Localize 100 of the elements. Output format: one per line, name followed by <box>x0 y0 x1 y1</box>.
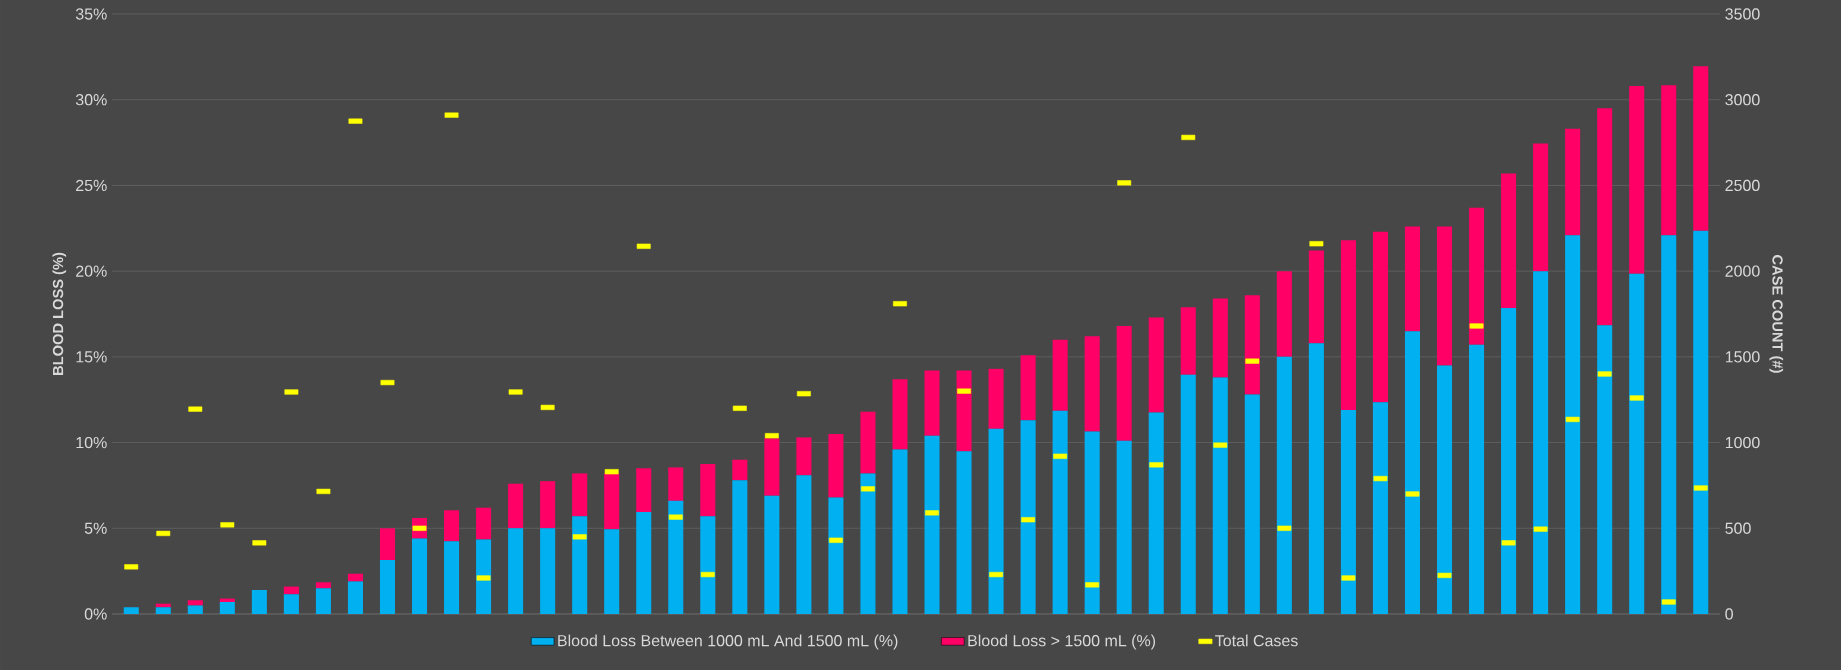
bar <box>636 468 652 512</box>
bar <box>1629 273 1645 614</box>
bar <box>1565 235 1581 614</box>
bar <box>1597 108 1613 326</box>
bar <box>1693 66 1709 231</box>
bar <box>1052 339 1068 411</box>
bar <box>1212 298 1228 378</box>
bar <box>892 449 908 614</box>
bar <box>1116 325 1132 441</box>
bar <box>1020 420 1036 614</box>
bar <box>283 594 299 614</box>
bar <box>860 411 876 474</box>
bar <box>187 605 203 614</box>
y2-tick-label: 2500 <box>1725 179 1760 192</box>
bar <box>796 437 812 476</box>
bar <box>732 480 748 614</box>
bar <box>1533 143 1549 272</box>
bar <box>1469 344 1485 614</box>
bar <box>187 600 203 606</box>
bar <box>219 601 235 614</box>
bar <box>1180 307 1196 375</box>
y-tick-label: 30% <box>75 94 107 106</box>
bar <box>1693 230 1709 614</box>
bar <box>1404 331 1421 614</box>
y-tick-label: 0% <box>84 608 107 620</box>
bar <box>476 539 492 614</box>
y2-tick-label: 3500 <box>1725 8 1760 20</box>
bar <box>1436 365 1453 614</box>
y2-tick-label: 0 <box>1725 608 1733 620</box>
bar <box>1372 231 1388 403</box>
bar <box>572 516 588 614</box>
bar <box>1052 410 1068 614</box>
bar <box>444 510 460 542</box>
bar <box>1148 412 1164 614</box>
y-tick-label: 20% <box>76 265 107 277</box>
y-tick-label: 25% <box>76 179 107 192</box>
y-tick-label: 35% <box>75 8 107 20</box>
bar <box>1629 86 1645 274</box>
bar <box>700 463 716 517</box>
bar <box>1212 377 1228 614</box>
bar <box>540 481 556 529</box>
y2-axis-title: CASE COUNT (#) <box>1769 255 1784 373</box>
bar <box>764 438 780 496</box>
bar <box>1597 325 1613 614</box>
bar <box>1180 374 1196 614</box>
y-tick-label: 15% <box>76 351 107 363</box>
bar <box>956 451 972 614</box>
bar <box>476 507 492 540</box>
y2-tick-label: 500 <box>1725 522 1751 534</box>
bar <box>796 475 812 614</box>
legend-label: Blood Loss > 1500 mL (%) <box>968 634 1156 650</box>
bar <box>636 511 652 614</box>
bar <box>828 497 844 614</box>
bar <box>1020 355 1036 421</box>
bar <box>411 538 428 614</box>
bar <box>444 541 460 614</box>
bar <box>604 529 620 614</box>
bar <box>1340 409 1356 614</box>
y2-tick-label: 1000 <box>1725 436 1760 449</box>
bar <box>508 483 524 529</box>
bar <box>1340 240 1356 410</box>
bar <box>988 428 1004 614</box>
legend-label: Blood Loss Between 1000 mL And 1500 mL (%) <box>558 634 898 650</box>
bar <box>988 368 1004 429</box>
legend-label: Total Cases <box>1215 634 1298 647</box>
bar <box>924 435 940 614</box>
bar <box>315 588 331 614</box>
y-tick-label: 5% <box>84 522 107 534</box>
bar <box>347 573 363 582</box>
bar <box>540 528 556 614</box>
bar <box>347 581 363 614</box>
bar <box>1276 356 1292 614</box>
bar <box>700 516 716 614</box>
bar <box>1084 431 1100 614</box>
bar <box>1661 235 1677 614</box>
bar <box>123 607 139 614</box>
bar <box>155 607 171 614</box>
bar <box>604 473 620 530</box>
bar <box>572 473 588 517</box>
bar <box>668 500 684 614</box>
bar <box>1308 343 1324 614</box>
bar <box>1308 250 1324 344</box>
bar <box>1372 402 1388 614</box>
bar <box>1084 336 1100 432</box>
y2-tick-label: 3000 <box>1725 94 1760 106</box>
bar <box>828 433 844 498</box>
bar <box>668 467 684 501</box>
y-axis-title: BLOOD LOSS (%) <box>52 252 67 375</box>
bar <box>283 586 299 595</box>
bar <box>251 589 267 614</box>
bar <box>1469 207 1485 345</box>
bar <box>1565 128 1581 236</box>
y-tick-label: 10% <box>76 436 107 449</box>
y2-tick-label: 1500 <box>1725 351 1760 363</box>
bar <box>379 528 396 560</box>
bar <box>1148 317 1164 413</box>
y2-tick-label: 2000 <box>1725 265 1760 277</box>
bar <box>924 370 940 436</box>
bar <box>1244 295 1260 395</box>
bar <box>1244 394 1260 614</box>
